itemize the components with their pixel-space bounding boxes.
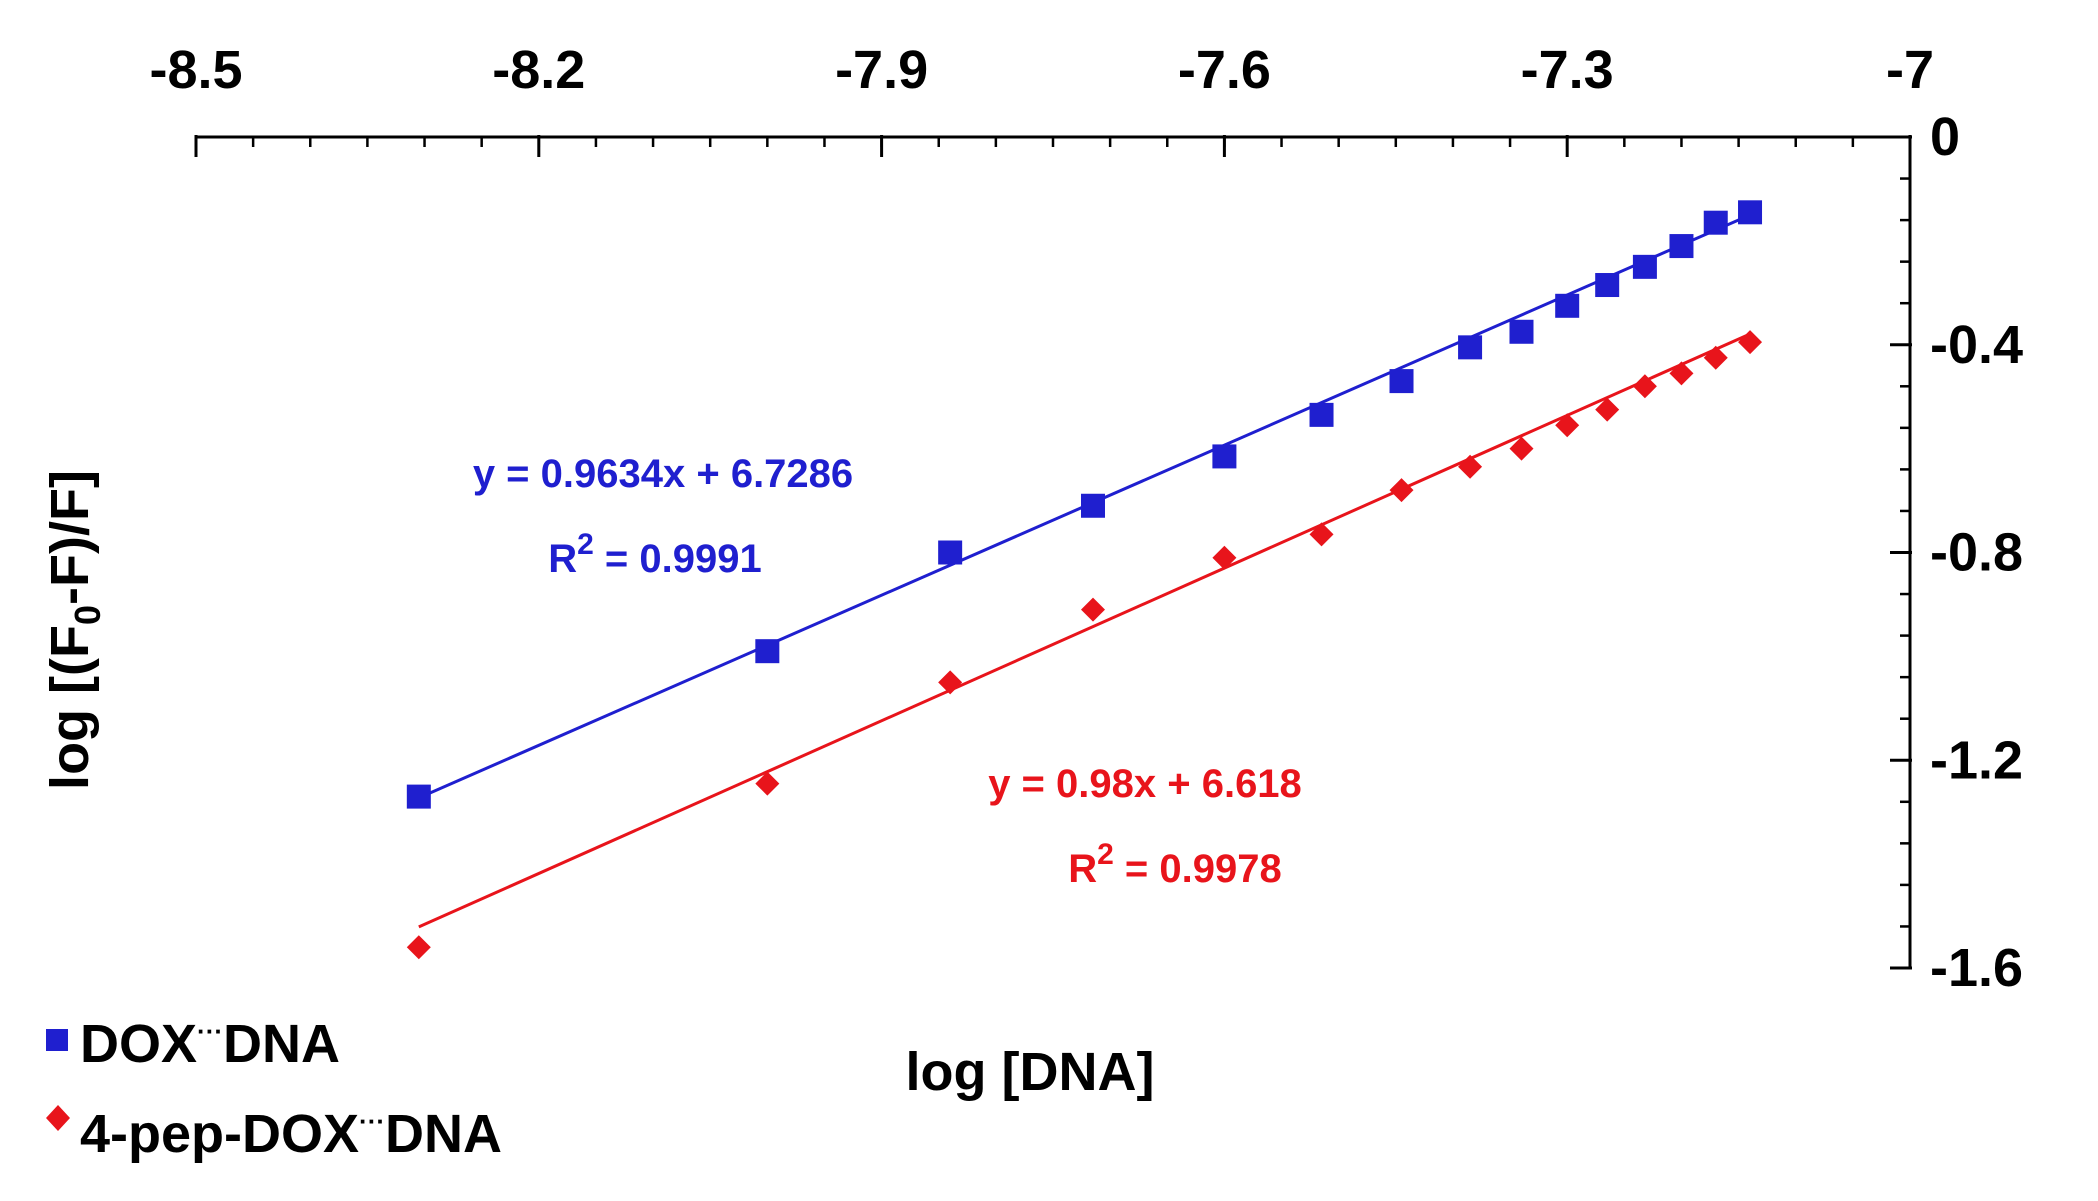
dox-r2-prefix: R	[548, 537, 577, 581]
y-axis-title-pre: log [(F	[40, 625, 100, 790]
pep-dox-data-point	[1212, 545, 1237, 570]
pep-dox-data-point	[1669, 361, 1694, 386]
dox-r2-value: = 0.9991	[594, 537, 762, 581]
y-tick-label: -1.2	[1930, 730, 2023, 790]
pep-dox-fit-line	[418, 332, 1751, 929]
dox-fit-equation: y = 0.9634x + 6.7286	[473, 452, 853, 496]
legend-dox-pre: DOX	[80, 1014, 197, 1074]
legend: DOX···DNA 4-pep-DOX···DNA	[46, 1014, 502, 1164]
legend-pep-dox-pre: 4-pep-DOX	[80, 1104, 359, 1164]
axes-layer: -8.5 -8.2 -7.9 -7.6 -7.3 -7 0 -0.4 -0.8 -1.2 -1.6	[149, 40, 2023, 998]
dox-data-point	[1212, 444, 1237, 469]
y-tick-label: -0.4	[1930, 315, 2023, 375]
legend-pep-dox-dots: ···	[359, 1106, 385, 1136]
markers-layer	[406, 200, 1763, 960]
pep-dox-data-point	[1309, 522, 1334, 547]
pep-dox-r2-prefix: R	[1068, 847, 1097, 891]
pep-dox-data-point	[938, 670, 963, 695]
pep-dox-data-point	[1458, 454, 1483, 479]
x-tick-label: -7.3	[1521, 40, 1614, 100]
y-tick-label: -1.6	[1930, 938, 2023, 998]
legend-pep-dox-label: 4-pep-DOX···DNA	[80, 1104, 502, 1164]
dox-data-point	[1632, 254, 1657, 279]
dox-data-point	[1703, 210, 1728, 235]
pep-dox-data-point	[1632, 374, 1657, 399]
pep-dox-fit-equation: y = 0.98x + 6.618	[988, 762, 1302, 806]
y-tick-label: 0	[1930, 107, 1960, 167]
pep-dox-r2-value: = 0.9978	[1114, 847, 1282, 891]
dox-data-point	[1080, 493, 1105, 518]
pep-dox-data-point	[1389, 478, 1414, 503]
dox-data-point	[755, 639, 780, 664]
x-axis-title: log [DNA]	[906, 1042, 1155, 1102]
dox-data-point	[1555, 293, 1580, 318]
dox-data-point	[1509, 319, 1534, 344]
x-tick-label: -8.5	[149, 40, 242, 100]
dox-data-point	[938, 540, 963, 565]
pep-dox-r2-sup: 2	[1097, 838, 1114, 871]
legend-dox-dots: ···	[197, 1016, 223, 1046]
dox-data-point	[1595, 273, 1620, 298]
x-tick-label: -7	[1886, 40, 1934, 100]
legend-pep-dox-marker	[46, 1105, 70, 1131]
x-tick-label: -7.9	[835, 40, 928, 100]
y-tick-label: -0.8	[1930, 523, 2023, 583]
dox-data-point	[1309, 402, 1334, 427]
x-tick-label: -7.6	[1178, 40, 1271, 100]
legend-dox-marker	[46, 1029, 68, 1051]
y-axis-title: log [(F0-F)/F]	[40, 470, 108, 790]
dox-data-point	[1738, 200, 1763, 225]
legend-pep-dox-post: DNA	[385, 1104, 502, 1164]
pep-dox-fit-r2: R2 = 0.9978	[1068, 838, 1282, 891]
pep-dox-data-point	[1555, 413, 1580, 438]
pep-dox-data-point	[1595, 397, 1620, 422]
dox-r2-sup: 2	[577, 528, 594, 561]
legend-dox-label: DOX···DNA	[80, 1014, 340, 1074]
dox-data-point	[1389, 369, 1414, 394]
pep-dox-data-point	[406, 935, 431, 960]
pep-dox-data-point	[755, 771, 780, 796]
y-axis-title-sub: 0	[67, 605, 108, 625]
pep-dox-data-point	[1509, 436, 1534, 461]
dox-data-point	[406, 784, 431, 809]
dox-fit-r2: R2 = 0.9991	[548, 528, 762, 581]
x-tick-label: -8.2	[492, 40, 585, 100]
pep-dox-data-point	[1080, 597, 1105, 622]
legend-dox-post: DNA	[223, 1014, 340, 1074]
pep-dox-data-point	[1703, 345, 1728, 370]
dox-data-point	[1669, 234, 1694, 259]
pep-dox-data-point	[1738, 330, 1763, 355]
y-axis-title-post: -F)/F]	[40, 470, 100, 605]
dox-data-point	[1458, 335, 1483, 360]
